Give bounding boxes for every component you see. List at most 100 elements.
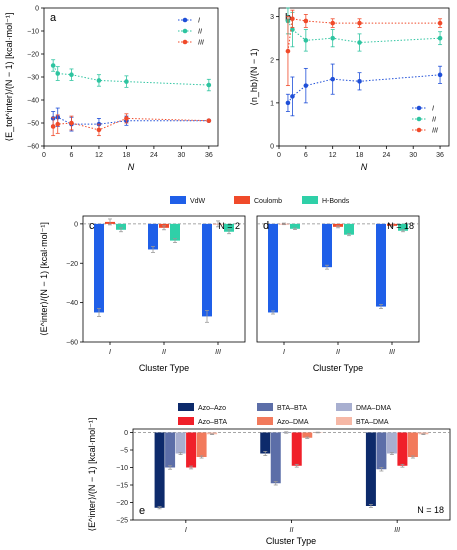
y-tick-label: 0 [74, 221, 78, 228]
x-tick-label: II [162, 349, 166, 356]
bar-BTA–BTA [376, 432, 387, 470]
legend-swatch [178, 417, 194, 425]
data-point [290, 16, 295, 22]
data-point [206, 82, 212, 88]
x-axis-label: N [361, 162, 368, 172]
legend-label: DMA–DMA [356, 405, 391, 412]
axes-frame [256, 215, 420, 343]
bar-BTA–BTA [270, 432, 281, 484]
x-tick-label: 30 [177, 152, 185, 159]
series-III [285, 9, 443, 87]
panel-letter: c [89, 220, 95, 232]
data-point [330, 76, 335, 82]
legend-label: Azo–BTA [198, 419, 227, 426]
x-tick-label: II [336, 349, 340, 356]
legend-swatch [234, 196, 250, 204]
panel-letter: e [139, 505, 145, 517]
axes-frame [82, 215, 246, 343]
data-point [357, 79, 362, 84]
y-axis-label: ⟨E^inter⟩/(N − 1) [kcal·mol⁻¹] [39, 222, 49, 336]
y-tick-label: −60 [66, 340, 78, 347]
annotation: N = 2 [218, 221, 240, 231]
bar-H-Bonds [116, 223, 126, 230]
panel-letter: a [50, 12, 57, 24]
y-tick-label: 0 [270, 144, 274, 151]
bar-DMA–DMA [175, 432, 186, 454]
legend-marker [182, 17, 188, 23]
legend-marker [182, 39, 188, 45]
x-tick-label: 6 [70, 152, 74, 159]
legend-swatch [336, 417, 352, 425]
x-tick-label: 18 [123, 152, 131, 159]
y-tick-label: −10 [27, 29, 39, 36]
data-point [124, 79, 129, 84]
data-point [55, 71, 61, 76]
bar-Azo–Azo [365, 432, 376, 506]
legend-swatch [257, 403, 273, 411]
data-point [303, 83, 309, 88]
data-point [437, 20, 443, 26]
bar-VdW [94, 223, 104, 313]
data-point [69, 72, 74, 77]
panel-a: 0 6 12 18 24 30 36 0 −10 −20 −30 −40 −50 −60 N ⟨E_tot^i… [4, 6, 219, 172]
data-point [330, 35, 335, 41]
bar-DMA–DMA [386, 432, 397, 454]
data-point [437, 72, 443, 78]
series-I [50, 107, 212, 132]
legend-label: I [432, 106, 434, 113]
x-axis-label: N [128, 162, 135, 172]
y-tick-label: −10 [116, 465, 128, 472]
x-tick-label: 0 [42, 152, 46, 159]
data-point [50, 63, 56, 68]
y-tick-label: −15 [116, 483, 128, 490]
legend-swatch [170, 196, 186, 204]
legend-label: I [198, 18, 200, 25]
data-point [285, 48, 291, 54]
legend-swatch [178, 403, 194, 411]
series-line [287, 18, 441, 52]
panel-c: 0 −20 −40 −60 ⟨E^inter⟩/(N − 1) [kcal·mol⁻¹]… [39, 215, 246, 373]
data-point [55, 121, 61, 127]
data-point [50, 124, 56, 129]
bar-H-Bonds [290, 223, 300, 229]
y-tick-label: 3 [270, 14, 274, 21]
bar-Azo–Azo [154, 432, 165, 508]
bar-Azo–Azo [260, 432, 271, 454]
data-point [69, 120, 74, 126]
bar-BTA–DMA [418, 432, 429, 435]
x-tick-label: 36 [205, 152, 213, 159]
y-tick-label: −50 [27, 121, 39, 128]
legend-cd: VdW Coulomb H-Bonds [170, 196, 350, 205]
data-point [357, 40, 362, 45]
data-point [437, 35, 443, 41]
y-tick-label: 1 [270, 100, 274, 107]
legend-label: Azo–Azo [198, 405, 226, 412]
legend-marker [416, 105, 422, 111]
legend-label: II [198, 29, 202, 36]
y-tick-label: −40 [66, 300, 78, 307]
bar-Azo–DMA [196, 432, 207, 457]
y-tick-label: −40 [27, 98, 39, 105]
series-line [53, 116, 209, 125]
series-line [52, 65, 209, 86]
series-II [50, 59, 212, 92]
y-axis-label: ⟨E_tot^inter⟩/(N − 1) [kcal·mol⁻¹] [4, 13, 14, 142]
y-tick-label: −20 [116, 500, 128, 507]
legend-marker [182, 28, 188, 34]
series-line [287, 74, 441, 104]
x-tick-label: 36 [436, 152, 444, 159]
data-point [330, 20, 335, 26]
bar-H-Bonds [170, 223, 180, 241]
bar-BTA–BTA [165, 432, 176, 468]
data-point [303, 38, 309, 43]
y-axis-label: ⟨E^inter⟩/(N − 1) [kcal·mol⁻¹] [87, 418, 97, 532]
x-tick-label: II [290, 527, 294, 534]
x-tick-label: 6 [304, 152, 308, 159]
x-tick-label: III [389, 349, 395, 356]
legend-label: VdW [190, 198, 206, 205]
annotation: N = 18 [387, 221, 414, 231]
y-tick-label: −60 [27, 144, 39, 151]
legend-swatch [302, 196, 318, 204]
